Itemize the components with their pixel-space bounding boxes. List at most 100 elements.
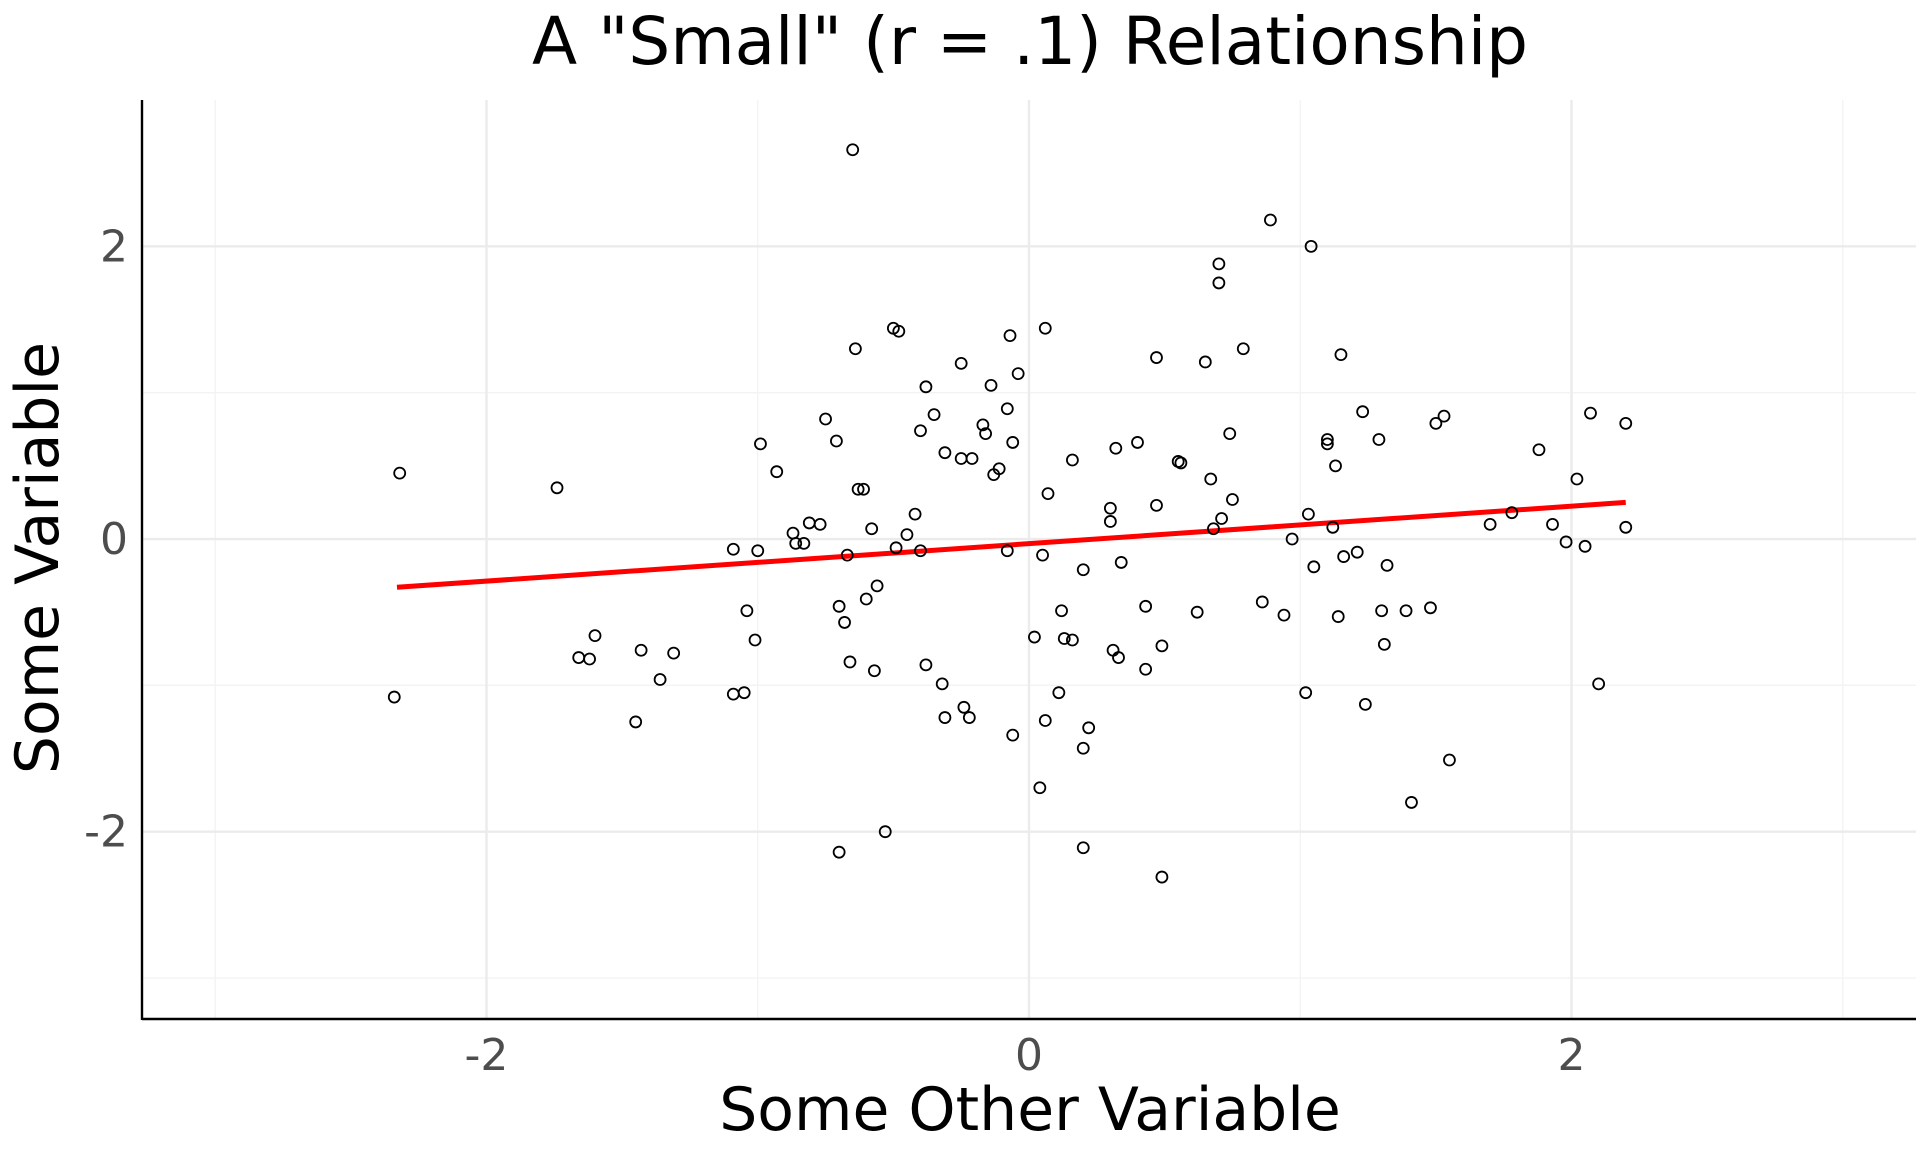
data-points (387, 143, 1633, 884)
scatter-point (908, 507, 922, 521)
chart-title: A "Small" (r = .1) Relationship (532, 3, 1528, 80)
scatter-point (1155, 870, 1169, 884)
scatter-point (1076, 741, 1090, 755)
scatter-point (740, 604, 754, 618)
scatter-point (1592, 677, 1606, 691)
x-tick-label: -2 (465, 1030, 509, 1081)
scatter-point (1139, 662, 1153, 676)
scatter-point (992, 462, 1006, 476)
scatter-point (1055, 604, 1068, 618)
scatter-point (1190, 605, 1204, 619)
scatter-point (1198, 355, 1212, 369)
scatter-point (1578, 539, 1592, 553)
scatter-point (1299, 686, 1313, 700)
scatter-point (1277, 608, 1291, 622)
scatter-point (1041, 487, 1055, 501)
scatter-point (1076, 841, 1090, 855)
scatter-point (1377, 637, 1391, 651)
scatter-point (1226, 493, 1239, 506)
scatter-point (751, 544, 765, 558)
scatter-point (1437, 409, 1451, 423)
scatter-point (1285, 532, 1299, 546)
scatter-point (726, 687, 740, 701)
scatter-point (1212, 276, 1226, 290)
scatter-point (1150, 498, 1163, 512)
scatter-point (1301, 507, 1315, 521)
y-tick-label: 2 (100, 221, 128, 272)
scatter-point (1038, 321, 1052, 335)
scatter-point (1215, 512, 1228, 525)
scatter-point (1619, 520, 1633, 534)
scatter-point (1236, 342, 1250, 356)
scatter-point (802, 516, 816, 530)
scatter-point (832, 599, 846, 613)
scatter-point (1082, 721, 1096, 735)
scatter-point (954, 452, 968, 465)
scatter-point (1584, 406, 1597, 420)
scatter-point (550, 481, 564, 495)
scatter-point (962, 711, 976, 724)
scatter-point (1331, 610, 1345, 623)
x-tick-label: 0 (1015, 1030, 1043, 1081)
scatter-point (634, 643, 648, 657)
scatter-point (1000, 402, 1014, 416)
scatter-point (1207, 522, 1220, 536)
y-tick-label: 0 (100, 514, 128, 565)
scatter-point (984, 378, 998, 392)
scatter-point (1329, 459, 1342, 473)
scatter-point (1131, 436, 1144, 449)
scatter-point (1000, 544, 1014, 558)
scatter-point (865, 522, 879, 536)
scatter-point (789, 537, 803, 550)
scatter-point (914, 544, 927, 558)
scatter-point (1264, 213, 1277, 227)
scatter-point (1103, 515, 1117, 528)
regression-line-group (396, 499, 1626, 590)
scatter-point (1038, 714, 1052, 727)
scatter-point (1028, 630, 1041, 644)
scatter-point (1174, 456, 1188, 470)
x-tick-label: 2 (1558, 1030, 1586, 1081)
scatter-point (797, 537, 811, 550)
scatter-point (919, 380, 933, 394)
scatter-point (1320, 433, 1334, 446)
scatter-point (1559, 535, 1573, 549)
scatter-point (726, 542, 740, 556)
scatter-point (748, 633, 762, 647)
grid-lines (142, 100, 1916, 1019)
scatter-point (979, 427, 992, 441)
scatter-point (1150, 351, 1163, 364)
scatter-point (957, 700, 971, 714)
scatter-point (387, 690, 401, 704)
y-tick-label: -2 (84, 807, 128, 858)
scatter-point (1424, 601, 1437, 615)
scatter-point (892, 324, 906, 338)
scatter-point (1223, 427, 1237, 441)
scatter-point (935, 677, 949, 691)
scatter-point (1112, 651, 1125, 664)
scatter-point (867, 664, 881, 678)
scatter-point (889, 541, 903, 555)
scatter-point (938, 446, 952, 460)
scatter-point (1505, 506, 1519, 520)
scatter-point (754, 437, 767, 451)
scatter-point (878, 825, 892, 839)
scatter-point (1139, 599, 1153, 613)
scatter-point (851, 482, 865, 496)
scatter-point (737, 686, 751, 700)
scatter-point (1109, 441, 1123, 455)
scatter-point (1443, 753, 1456, 767)
scatter-point (770, 465, 784, 479)
scatter-point (965, 452, 979, 465)
scatter-point (1057, 632, 1071, 645)
scatter-point (786, 526, 800, 540)
scatter-point (857, 482, 870, 496)
scatter-point (667, 646, 681, 660)
scatter-point (1106, 643, 1120, 657)
scatter-point (813, 517, 827, 531)
scatter-point (1066, 633, 1079, 647)
scatter-point (629, 715, 643, 729)
scatter-point (1350, 545, 1364, 559)
x-axis-title: Some Other Variable (719, 1075, 1341, 1145)
